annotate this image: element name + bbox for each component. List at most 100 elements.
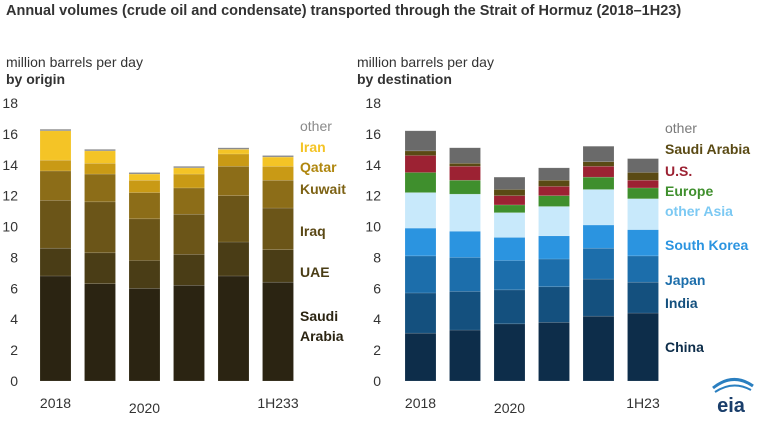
origin-x-tick-2020: 2020 (129, 400, 160, 416)
destination-bar-2019-china (449, 329, 481, 382)
origin-bar-1h23-saudi-arabia (262, 281, 294, 382)
destination-bar-2020-south-korea (493, 237, 526, 261)
origin-bar-2020-iraq (128, 218, 161, 261)
destination-bar-2021-india (538, 286, 570, 323)
destination-bar-2020-saudi-arabia (493, 189, 526, 196)
origin-legend-saudi-arabia-line-2: Arabia (300, 328, 344, 344)
destination-bar-2019-other (449, 147, 481, 164)
origin-x-tick-2018: 2018 (40, 395, 71, 411)
origin-y-tick-10: 10 (2, 219, 18, 235)
destination-bar-2021-u-s (538, 186, 570, 196)
destination-bar-2022-china (582, 315, 615, 382)
destination-bar-2019-europe (449, 179, 481, 195)
origin-bar-2018-iran (39, 130, 72, 161)
origin-y-tick-8: 8 (10, 249, 18, 265)
destination-legend-japan: Japan (665, 272, 705, 288)
left-y-axis-label: million barrels per day (6, 54, 143, 70)
destination-bar-2022-europe (582, 176, 615, 190)
origin-legend-kuwait: Kuwait (300, 181, 346, 197)
origin-bar-2022-saudi-arabia (217, 275, 250, 382)
origin-bar-2019-kuwait (84, 173, 116, 203)
right-subtitle-block: million barrels per day by destination (357, 54, 494, 88)
destination-bar-2019-india (449, 291, 481, 331)
right-y-axis-label: million barrels per day (357, 54, 494, 70)
destination-y-tick-2: 2 (373, 342, 381, 358)
destination-bar-2019-other-asia (449, 193, 481, 232)
destination-y-tick-8: 8 (373, 249, 381, 265)
destination-bar-2019-saudi-arabia (449, 162, 481, 167)
destination-legend-china: China (665, 339, 704, 355)
destination-bar-2022-other (582, 145, 615, 162)
destination-y-tick-12: 12 (365, 188, 381, 204)
destination-bar-2021-china (538, 322, 570, 382)
origin-bar-2018-iraq (39, 200, 72, 249)
destination-x-tick-1h23: 1H23 (626, 395, 660, 411)
destination-bar-1h23-saudi-arabia (627, 172, 659, 181)
eia-logo: eia (707, 374, 757, 418)
destination-y-tick-10: 10 (365, 219, 381, 235)
destination-y-tick-0: 0 (373, 373, 381, 389)
origin-bar-2022-kuwait (217, 166, 250, 196)
origin-bar-2019-iraq (84, 201, 116, 254)
destination-bar-2020-u-s (493, 195, 526, 206)
destination-legend-other: other (665, 120, 697, 136)
chart-title: Annual volumes (crude oil and condensate… (6, 3, 682, 19)
destination-bar-2018-japan (404, 255, 437, 294)
destination-y-tick-16: 16 (365, 126, 381, 142)
destination-bar-2021-europe (538, 195, 570, 207)
origin-legend-iraq: Iraq (300, 223, 326, 239)
origin-bar-2018-kuwait (39, 170, 72, 201)
destination-x-tick-2020: 2020 (494, 400, 525, 416)
destination-bar-2022-saudi-arabia (582, 161, 615, 167)
origin-legend-qatar: Qatar (300, 159, 337, 175)
destination-bar-2018-south-korea (404, 227, 437, 257)
origin-y-tick-2: 2 (10, 342, 18, 358)
origin-legend-saudi-arabia-line-1: Saudi (300, 308, 338, 324)
destination-y-tick-14: 14 (365, 157, 381, 173)
origin-bar-2018-other (39, 129, 72, 132)
origin-bar-2022-iraq (217, 195, 250, 243)
destination-bar-2020-china (493, 323, 526, 382)
destination-bar-2021-other (538, 167, 570, 181)
destination-bar-2021-saudi-arabia (538, 179, 570, 187)
origin-bar-2021-saudi-arabia (173, 284, 205, 382)
destination-legend-south-korea: South Korea (665, 237, 748, 253)
origin-bar-2019-other (84, 149, 116, 152)
origin-legend-uae: UAE (300, 264, 330, 280)
destination-bar-2018-saudi-arabia (404, 150, 437, 156)
destination-legend-india: India (665, 295, 698, 311)
destination-bar-2018-europe (404, 172, 437, 193)
destination-bar-2018-india (404, 292, 437, 334)
origin-bar-2019-uae (84, 252, 116, 284)
destination-bar-2018-china (404, 332, 437, 382)
left-subtitle: by origin (6, 71, 66, 87)
origin-bar-2020-kuwait (128, 192, 161, 220)
origin-y-tick-0: 0 (10, 373, 18, 389)
origin-legend-iran: Iran (300, 139, 326, 155)
origin-y-tick-4: 4 (10, 311, 18, 327)
destination-bar-1h23-other-asia (627, 198, 659, 230)
origin-bar-1h23-uae (262, 249, 294, 283)
destination-bar-2020-japan (493, 260, 526, 291)
origin-bar-2020-saudi-arabia (128, 288, 161, 382)
destination-bar-1h23-china (627, 312, 659, 382)
destination-legend-other-asia: other Asia (665, 203, 733, 219)
origin-y-tick-18: 18 (2, 95, 18, 111)
origin-bar-1h23-iraq (262, 207, 294, 250)
origin-bar-2020-other (128, 172, 161, 175)
origin-bar-1h23-kuwait (262, 179, 294, 209)
destination-bar-2022-south-korea (582, 224, 615, 249)
destination-bar-1h23-u-s (627, 179, 659, 189)
right-subtitle: by destination (357, 71, 452, 87)
destination-legend-saudi-arabia: Saudi Arabia (665, 141, 750, 157)
destination-bar-2022-india (582, 278, 615, 317)
origin-bar-2021-other (173, 166, 205, 169)
destination-bar-2022-other-asia (582, 189, 615, 226)
origin-y-tick-6: 6 (10, 280, 18, 296)
destination-bar-2020-india (493, 289, 526, 325)
destination-bar-2022-u-s (582, 166, 615, 178)
destination-bar-2021-other-asia (538, 206, 570, 237)
destination-bar-2019-south-korea (449, 230, 481, 258)
